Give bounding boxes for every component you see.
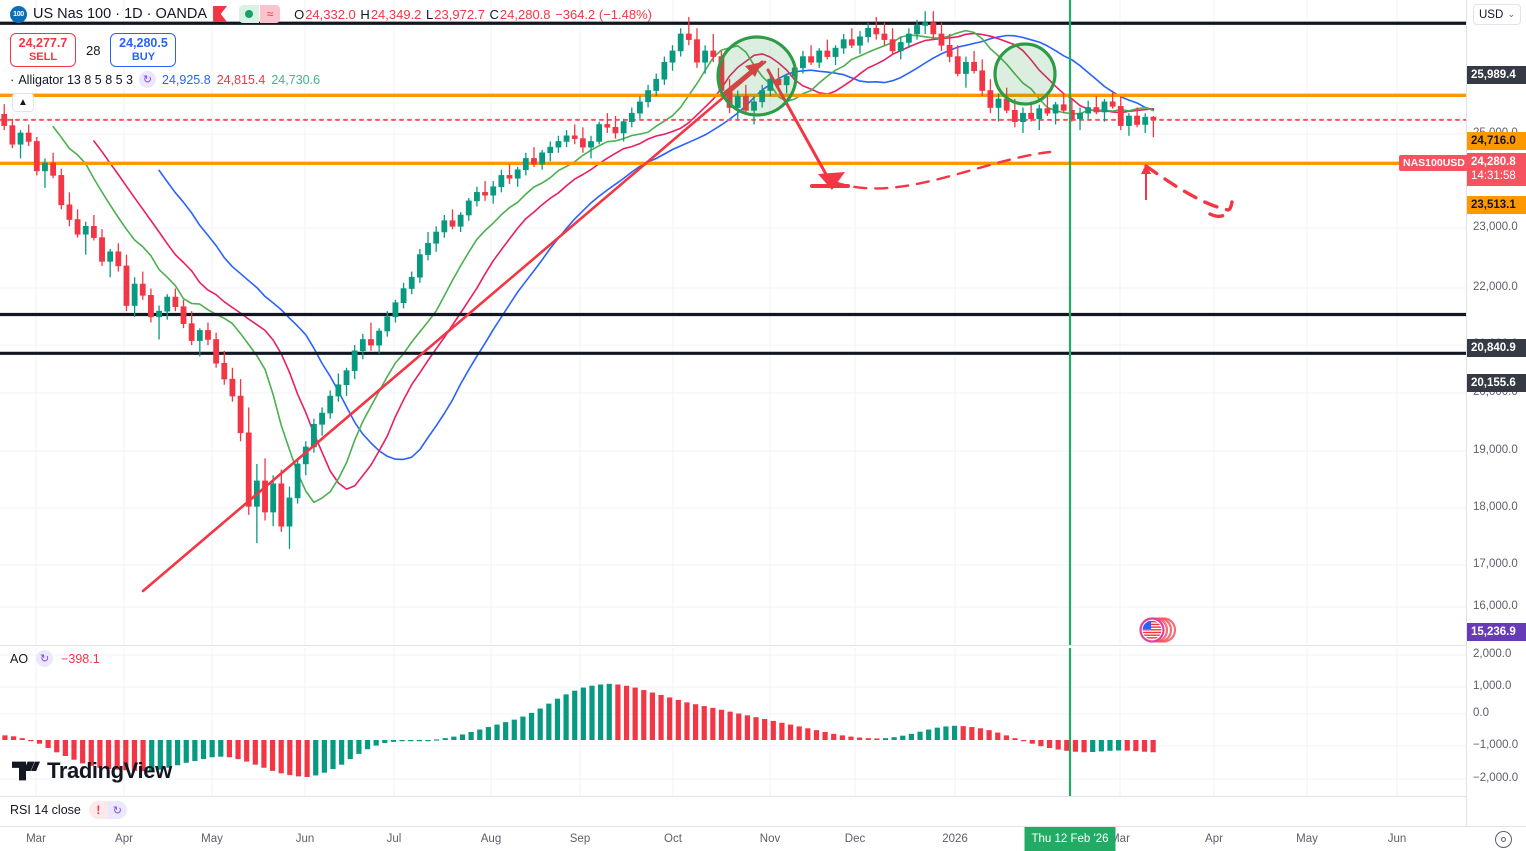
time-axis-label: May	[1296, 833, 1318, 845]
symbol-legend: 100 US Nas 100 · 1D · OANDA ≈ O24,332.0 …	[10, 5, 653, 23]
buy-price: 24,280.5	[119, 36, 168, 51]
currency-value: USD	[1479, 8, 1504, 21]
ao-axis-tick: 0.0	[1473, 707, 1489, 719]
ao-value: −398.1	[61, 651, 100, 666]
ohlc-h-value: 24,349.2	[370, 6, 422, 22]
refresh-icon[interactable]: ↻	[139, 71, 157, 88]
time-axis-label: Dec	[844, 833, 866, 845]
ohlc-values: O24,332.0 H24,349.2 L23,972.7 C24,280.8 …	[294, 7, 653, 22]
time-axis-label: May	[201, 833, 223, 845]
price-axis-tick: 17,000.0	[1473, 558, 1518, 570]
ao-axis-tick: 1,000.0	[1473, 680, 1512, 692]
ohlc-l-value: 23,972.7	[434, 6, 485, 22]
tradingview-wordmark: TradingView	[47, 758, 172, 783]
price-level-tag: 24,716.0	[1467, 132, 1526, 151]
trade-panel: 24,277.7 SELL 28 24,280.5 BUY	[10, 33, 177, 67]
pane-separator-bottom	[0, 796, 1466, 797]
us-flag-event-marker	[1139, 617, 1177, 643]
time-axis-label: Sep	[569, 833, 591, 845]
selected-date-badge: Thu 12 Feb '26	[1024, 827, 1116, 851]
ao-chart-pane[interactable]	[0, 648, 1466, 796]
time-axis[interactable]: Mar Apr May Jun Jul Aug Sep Oct Nov Dec 2026 Mar Apr…	[0, 826, 1526, 851]
pane-separator	[0, 645, 1466, 646]
price-chart-pane[interactable]	[0, 0, 1466, 645]
sell-price: 24,277.7	[18, 36, 68, 51]
ohlc-h-label: H	[360, 6, 370, 22]
symbol-logo-icon: 100	[10, 5, 27, 23]
buy-button[interactable]: 24,280.5 BUY	[110, 33, 177, 67]
price-level-tag: 23,513.1	[1467, 196, 1526, 215]
alligator-name[interactable]: Alligator 13 8 5 8 5 3	[18, 72, 134, 87]
price-level-tag: 20,155.6	[1467, 374, 1526, 393]
price-chart-svg	[0, 0, 1466, 645]
time-axis-label: Apr	[115, 833, 133, 845]
symbol-title[interactable]: US Nas 100 · 1D · OANDA	[33, 6, 208, 22]
price-level-tag: 20,840.9	[1467, 339, 1526, 358]
last-price-tag: 24,280.8 14:31:58	[1467, 153, 1526, 186]
tradingview-logo-icon	[12, 761, 40, 781]
spread-value: 28	[86, 42, 101, 58]
price-level-tag: 15,236.9	[1467, 623, 1526, 642]
time-axis-label: 2026	[942, 833, 968, 845]
red-flag-icon	[213, 6, 228, 22]
ao-indicator-legend: AO ↻ −398.1	[10, 650, 100, 667]
ohlc-l-label: L	[426, 6, 434, 22]
sell-button[interactable]: 24,277.7 SELL	[10, 33, 76, 67]
ohlc-o-label: O	[294, 6, 305, 22]
time-axis-label: Oct	[664, 833, 682, 845]
chevron-down-icon: ⌄	[1507, 9, 1515, 19]
tradingview-watermark: TradingView	[12, 758, 172, 784]
time-axis-label: Nov	[759, 833, 781, 845]
green-dot-icon	[239, 5, 260, 23]
price-axis-tick: 22,000.0	[1473, 281, 1518, 293]
ohlc-change: −364.2 (−1.48%)	[555, 6, 652, 22]
alligator-value-3: 24,730.6	[271, 72, 321, 87]
refresh-icon[interactable]: ↻	[107, 801, 127, 819]
refresh-icon[interactable]: ↻	[36, 650, 54, 667]
warning-icon[interactable]: !	[88, 801, 108, 819]
price-axis-tick: 16,000.0	[1473, 600, 1518, 612]
legend-bullet-icon: ·	[10, 72, 15, 87]
sell-label: SELL	[28, 50, 58, 63]
buy-label: BUY	[131, 50, 156, 63]
price-axis-tick: 18,000.0	[1473, 501, 1518, 513]
last-price-value: 24,280.8	[1471, 156, 1516, 168]
price-axis-tick: 23,000.0	[1473, 221, 1518, 233]
price-level-tag: 25,989.4	[1467, 66, 1526, 85]
alligator-value-2: 24,815.4	[216, 72, 266, 87]
rsi-status-icons: ! ↻	[88, 801, 127, 819]
collapse-pane-button[interactable]: ▲	[12, 93, 34, 112]
alligator-indicator-legend: · Alligator 13 8 5 8 5 3 ↻ 24,925.8 24,8…	[10, 71, 320, 88]
rsi-name[interactable]: RSI 14 close	[10, 803, 81, 817]
time-axis-label: Mar	[26, 833, 46, 845]
ao-axis-tick: 2,000.0	[1473, 648, 1512, 660]
gear-icon[interactable]	[1495, 831, 1512, 848]
wave-icon: ≈	[260, 5, 281, 23]
currency-selector[interactable]: USD ⌄	[1473, 4, 1521, 25]
data-status-icons: ≈	[239, 5, 281, 23]
last-price-symbol-badge: NAS100USD	[1399, 155, 1469, 171]
time-axis-label: Jun	[1387, 833, 1407, 845]
time-axis-label: Jun	[295, 833, 315, 845]
ao-chart-svg	[0, 648, 1466, 796]
ao-name[interactable]: AO	[10, 651, 29, 666]
price-axis-tick: 19,000.0	[1473, 444, 1518, 456]
alligator-value-1: 24,925.8	[162, 72, 211, 87]
price-axis[interactable]: USD ⌄ 25,000.023,000.022,000.021,000.020…	[1466, 0, 1526, 851]
time-axis-label: Apr	[1205, 833, 1223, 845]
time-axis-label: Aug	[480, 833, 502, 845]
time-axis-label: Jul	[386, 833, 402, 845]
ohlc-c-label: C	[489, 6, 499, 22]
ohlc-c-value: 24,280.8	[499, 6, 551, 22]
ao-axis-tick: −2,000.0	[1473, 772, 1519, 784]
rsi-status-legend: RSI 14 close ! ↻	[10, 801, 127, 819]
last-price-time: 14:31:58	[1471, 170, 1516, 183]
ohlc-o-value: 24,332.0	[305, 6, 356, 22]
ao-axis-tick: −1,000.0	[1473, 739, 1519, 751]
